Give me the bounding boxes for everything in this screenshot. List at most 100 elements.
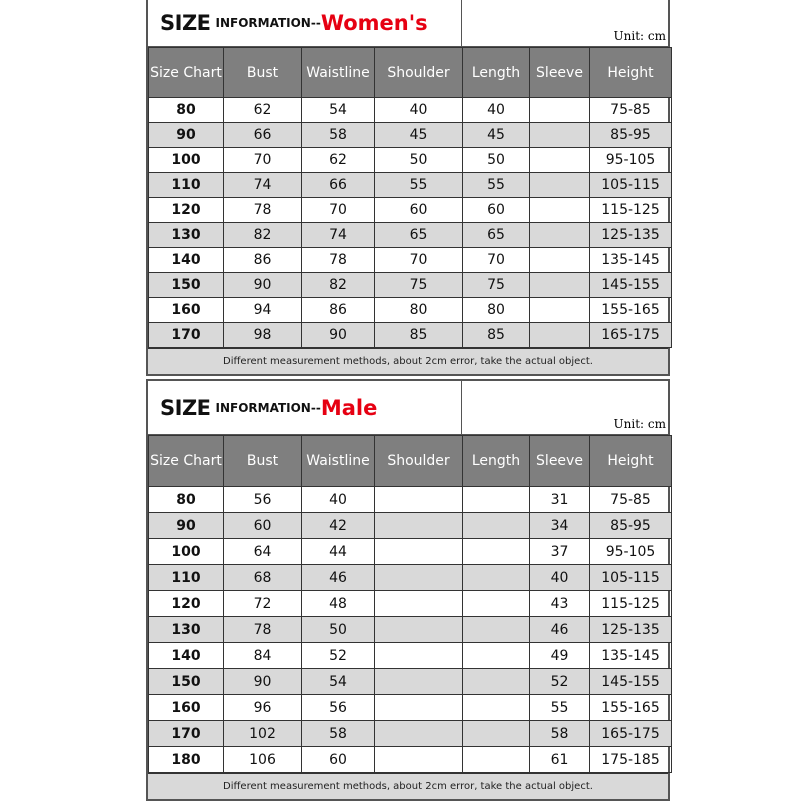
table-cell: 50 [374,147,463,173]
table-cell: 80 [374,297,463,323]
table-cell: 80 [148,97,224,123]
table-cell: 160 [148,694,224,721]
table-cell [462,512,530,539]
table-cell: 44 [301,538,375,565]
table-row: 150 90 54 52 145-155 [148,668,672,695]
title-size: SIZE [160,11,211,35]
table-cell [462,538,530,565]
table-cell: 40 [301,486,375,513]
table-cell: 60 [462,197,530,223]
table-cell: 75-85 [589,97,672,123]
table-cell: 95-105 [589,147,672,173]
table-cell: 31 [529,486,590,513]
table-cell [374,486,463,513]
column-header: Sleeve [529,47,590,98]
table-cell [529,297,590,323]
table-cell: 86 [301,297,375,323]
table-cell: 49 [529,642,590,669]
table-cell: 72 [223,590,302,617]
table-cell: 135-145 [589,247,672,273]
table-cell [374,746,463,773]
column-header: Shoulder [374,435,463,487]
column-header: Sleeve [529,435,590,487]
table-row: 110 68 46 40 105-115 [148,564,672,591]
table-cell: 170 [148,720,224,747]
table-cell: 155-165 [589,694,672,721]
column-header: Waistline [301,47,375,98]
unit-label: Unit: cm [613,29,666,43]
table-row: 110 74 66 55 55 105-115 [148,172,672,198]
table-cell: 165-175 [589,720,672,747]
table-cell [462,746,530,773]
table-cell: 61 [529,746,590,773]
table-cell: 80 [148,486,224,513]
title-size: SIZE [160,395,211,420]
table-cell: 56 [223,486,302,513]
table-cell [374,616,463,643]
table-cell [462,564,530,591]
column-header: Length [462,47,530,98]
table-cell [529,147,590,173]
table-cell: 42 [301,512,375,539]
table-row: 140 84 52 49 135-145 [148,642,672,669]
table-cell: 46 [529,616,590,643]
table-cell: 120 [148,197,224,223]
table-cell: 100 [148,147,224,173]
table-cell: 78 [223,197,302,223]
table-cell: 105-115 [589,564,672,591]
unit-label: Unit: cm [613,417,666,431]
table-cell [462,668,530,695]
table-cell: 58 [301,122,375,148]
table-cell: 66 [223,122,302,148]
table-row: 100 70 62 50 50 95-105 [148,147,672,173]
womens-size-chart: SIZE INFORMATION-- Women's Unit: cm Size… [146,0,672,376]
table-cell: 85 [374,322,463,348]
chart-title: SIZE INFORMATION-- Male [148,381,462,434]
table-cell [374,590,463,617]
table-cell: 120 [148,590,224,617]
table-cell: 85 [462,322,530,348]
table-cell: 78 [301,247,375,273]
table-row: 150 90 82 75 75 145-155 [148,272,672,298]
column-header: Size Chart [148,435,224,487]
table-cell: 110 [148,564,224,591]
table-cell: 45 [374,122,463,148]
column-header: Length [462,435,530,487]
table-cell [374,564,463,591]
table-cell: 135-145 [589,642,672,669]
male-size-chart: SIZE INFORMATION-- Male Unit: cm Size Ch… [146,379,672,801]
table-cell: 58 [529,720,590,747]
table-cell: 145-155 [589,668,672,695]
column-header: Shoulder [374,47,463,98]
table-cell [529,122,590,148]
table-cell: 60 [374,197,463,223]
table-cell [529,197,590,223]
column-header: Waistline [301,435,375,487]
table-cell: 140 [148,247,224,273]
table-cell: 90 [223,668,302,695]
table-cell: 70 [374,247,463,273]
table-cell: 74 [301,222,375,248]
table-cell [462,616,530,643]
table-cell: 82 [301,272,375,298]
table-cell: 62 [223,97,302,123]
table-cell: 70 [462,247,530,273]
table-row: 120 78 70 60 60 115-125 [148,197,672,223]
column-header: Height [589,435,672,487]
table-row: 130 78 50 46 125-135 [148,616,672,643]
table-cell: 68 [223,564,302,591]
table-cell [529,222,590,248]
column-header: Height [589,47,672,98]
column-header: Bust [223,47,302,98]
table-cell: 74 [223,172,302,198]
chart-title: SIZE INFORMATION-- Women's [148,0,462,46]
table-row: 170 102 58 58 165-175 [148,720,672,747]
table-cell: 60 [301,746,375,773]
table-cell: 50 [301,616,375,643]
table-cell: 40 [374,97,463,123]
table-cell [374,668,463,695]
table-cell: 40 [462,97,530,123]
table-row: 90 60 42 34 85-95 [148,512,672,539]
table-cell [529,97,590,123]
table-cell: 98 [223,322,302,348]
